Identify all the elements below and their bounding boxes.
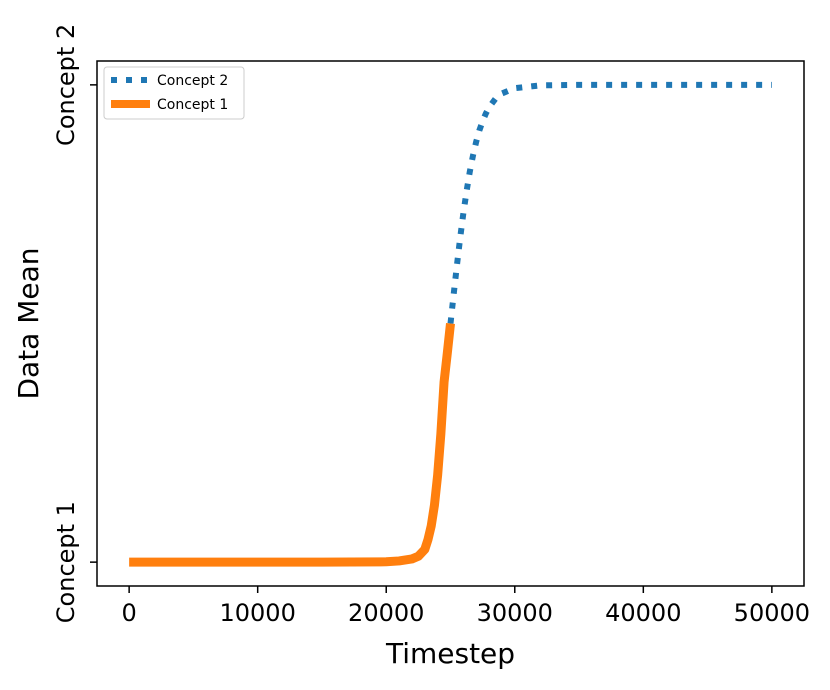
x-axis-title: Timestep xyxy=(385,637,515,670)
x-tick-label: 40000 xyxy=(605,599,681,627)
x-tick-label: 20000 xyxy=(348,599,424,627)
series-line-concept-1 xyxy=(129,323,455,567)
x-tick-label: 10000 xyxy=(220,599,296,627)
series-layer xyxy=(129,81,772,567)
x-tick-label: 30000 xyxy=(477,599,553,627)
series-line-concept-2 xyxy=(447,81,772,324)
x-axis-ticks: 0 10000 20000 30000 40000 50000 xyxy=(121,586,810,627)
y-axis-ticks: Concept 1 Concept 2 xyxy=(52,24,97,623)
y-tick-label: Concept 2 xyxy=(52,24,80,146)
plot-area-frame xyxy=(96,60,805,587)
legend-label-concept-2: Concept 2 xyxy=(157,73,228,89)
y-tick-label: Concept 1 xyxy=(52,501,80,623)
y-axis-title: Data Mean xyxy=(12,247,45,399)
legend: Concept 2 Concept 1 xyxy=(103,66,245,120)
x-tick-label: 0 xyxy=(121,599,136,627)
x-tick-label: 50000 xyxy=(734,599,810,627)
legend-label-concept-1: Concept 1 xyxy=(157,97,228,113)
